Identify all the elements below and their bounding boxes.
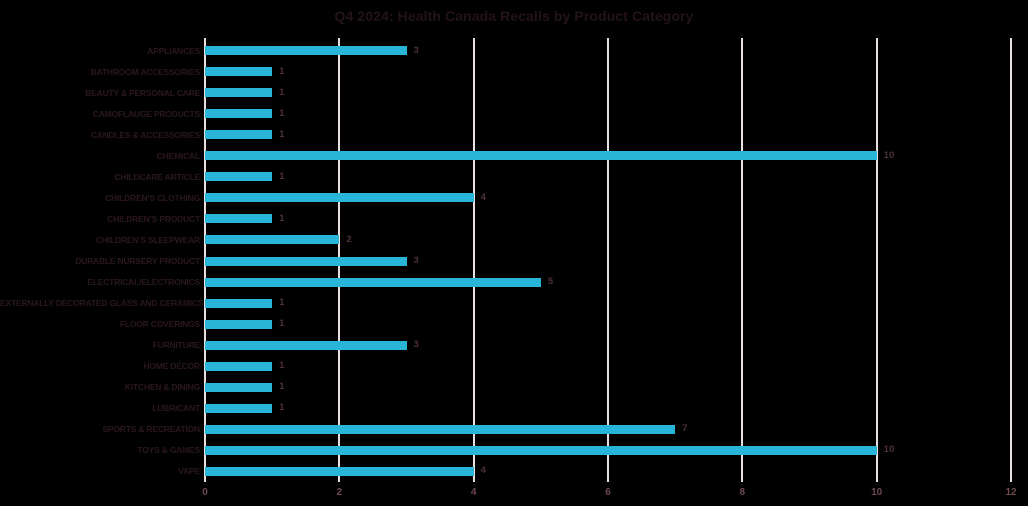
value-label: 1: [279, 212, 285, 224]
gridline: [875, 38, 878, 482]
category-label: KITCHEN & DINING: [124, 382, 200, 393]
value-label: 4: [480, 191, 486, 203]
bar: [205, 109, 273, 119]
value-label: 2: [346, 233, 352, 245]
category-label: VAPE: [178, 466, 200, 477]
category-label: BEAUTY & PERSONAL CARE: [85, 87, 200, 98]
category-label: CHILDREN’S PRODUCT: [107, 213, 200, 224]
bar: [205, 445, 877, 455]
value-label: 1: [279, 128, 285, 140]
category-label: CHILDCARE ARTICLE: [114, 171, 200, 182]
value-label: 1: [279, 170, 285, 182]
gridline: [607, 38, 609, 482]
value-label: 5: [547, 276, 554, 288]
bar: [205, 235, 340, 245]
category-label: CAMOFLAUGE PRODUCTS: [92, 108, 200, 119]
category-label: CHILDREN’S SLEEPWEAR: [95, 234, 200, 245]
x-axis-tick-label: 12: [1005, 487, 1017, 498]
bar: [205, 256, 407, 266]
value-label: 10: [883, 444, 895, 456]
value-label: 1: [279, 86, 285, 98]
bar: [205, 382, 273, 392]
value-label: 1: [279, 318, 285, 330]
bar: [205, 361, 273, 371]
bar: [205, 340, 407, 350]
bar: [205, 403, 273, 413]
bar: [205, 67, 273, 77]
category-label: EXTERNALLY DECORATED GLASS AND CERAMICS: [0, 298, 204, 309]
value-label: 3: [413, 339, 419, 351]
category-label: TOYS & GAMES: [137, 445, 200, 456]
category-label: LUBRICANT: [152, 403, 200, 414]
value-label: 3: [413, 255, 419, 266]
value-label: 7: [682, 423, 688, 435]
x-axis-tick-label: 4: [470, 487, 477, 498]
gridline: [472, 38, 475, 482]
bar: [205, 88, 273, 98]
x-axis-tick-label: 2: [336, 487, 343, 498]
value-label: 3: [413, 44, 419, 56]
value-label: 1: [279, 402, 285, 414]
category-label: ELECTRICAL/ELECTRONICS: [87, 277, 200, 288]
bar: [205, 466, 474, 476]
bar: [205, 319, 273, 329]
category-label: SPORTS & RECREATION: [102, 424, 200, 435]
value-label: 1: [279, 360, 285, 372]
bar: [205, 214, 273, 224]
x-axis-tick-label: 8: [739, 487, 746, 498]
value-label: 1: [279, 297, 285, 309]
bar: [205, 193, 474, 203]
value-label: 4: [480, 465, 486, 477]
category-label: HOME DÉCOR: [143, 361, 200, 372]
category-label: CANDLES & ACCESSORIES: [90, 129, 201, 140]
category-label: BATHROOM ACCESSORIES: [90, 66, 201, 77]
gridline: [1010, 38, 1012, 482]
category-label: FURNITURE: [152, 340, 201, 351]
value-label: 1: [279, 65, 285, 77]
bar: [205, 277, 541, 287]
bar: [205, 298, 273, 308]
value-label: 1: [279, 107, 285, 119]
x-axis-tick-label: 0: [202, 487, 208, 498]
value-label: 1: [279, 381, 285, 393]
gridline: [741, 38, 744, 482]
chart-title: Q4 2024: Health Canada Recalls by Produc…: [334, 8, 694, 24]
bar: [205, 46, 407, 56]
x-axis-tick-label: 10: [871, 487, 883, 498]
category-label: CHILDREN’S CLOTHING: [105, 192, 200, 203]
bar: [205, 151, 877, 161]
bar: [205, 172, 273, 182]
x-axis-tick-label: 6: [605, 487, 611, 498]
bar: [205, 424, 676, 434]
category-label: DURABLE NURSERY PRODUCT: [75, 256, 200, 266]
bar: [205, 130, 273, 140]
category-label: FLOOR COVERINGS: [119, 319, 200, 330]
value-label: 10: [883, 149, 895, 161]
category-label: CHEMICAL: [156, 150, 200, 161]
category-label: APPLIANCES: [147, 45, 200, 56]
